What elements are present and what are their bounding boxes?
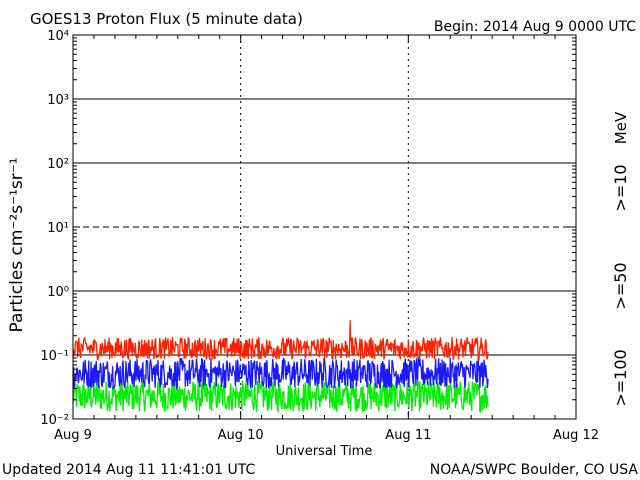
begin-time-label: Begin: 2014 Aug 9 0000 UTC	[434, 19, 636, 35]
y-axis-label: Particles cm⁻²s⁻¹sr⁻¹	[7, 157, 27, 332]
x-tick-label: Aug 10	[218, 428, 264, 443]
series-line	[72, 379, 489, 414]
y-tick-label: 10⁴	[47, 29, 69, 44]
series-line	[72, 356, 489, 391]
x-tick-label: Aug 9	[54, 428, 92, 443]
x-axis-label: Universal Time	[276, 444, 373, 459]
updated-timestamp: Updated 2014 Aug 11 11:41:01 UTC	[2, 462, 255, 478]
legend: MeV >=10 >=50 >=100	[611, 111, 630, 407]
x-tick-label: Aug 12	[553, 428, 599, 443]
legend-entry-ge100: >=100	[611, 349, 630, 406]
legend-entry-ge50: >=50	[611, 262, 630, 309]
source-credit: NOAA/SWPC Boulder, CO USA	[430, 462, 639, 478]
y-tick-label: 10⁰	[47, 285, 69, 300]
y-axis-ticks: 10⁻² 10⁻¹ 10⁰ 10¹ 10² 10³ 10⁴	[40, 29, 576, 428]
x-tick-label: Aug 11	[385, 428, 431, 443]
series-layer	[72, 320, 489, 414]
y-tick-label: 10²	[47, 157, 69, 172]
legend-entry-ge10: >=10	[611, 164, 630, 211]
y-tick-label: 10⁻¹	[40, 349, 69, 364]
legend-unit-label: MeV	[612, 111, 630, 144]
y-tick-label: 10¹	[47, 221, 69, 236]
chart-title: GOES13 Proton Flux (5 minute data)	[30, 10, 303, 28]
y-tick-label: 10³	[47, 93, 69, 108]
y-tick-label: 10⁻²	[40, 413, 69, 428]
series-line	[72, 320, 489, 362]
x-axis-ticks: Aug 9 Aug 10 Aug 11 Aug 12	[54, 35, 599, 443]
